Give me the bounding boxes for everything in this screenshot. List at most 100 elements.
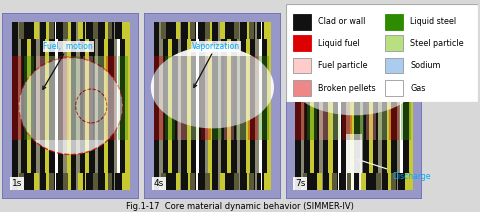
Bar	[114, 22, 117, 190]
Bar	[212, 22, 218, 190]
Bar	[125, 22, 130, 190]
Bar	[191, 173, 195, 190]
Bar	[323, 56, 328, 139]
Bar	[161, 173, 166, 190]
Bar	[55, 56, 58, 139]
Bar	[324, 22, 329, 39]
Bar	[205, 22, 210, 39]
Bar	[249, 173, 254, 190]
Bar	[168, 56, 172, 139]
Bar	[71, 173, 75, 190]
Bar	[63, 56, 67, 139]
Bar	[293, 35, 311, 51]
Bar	[98, 56, 104, 139]
Bar	[120, 56, 125, 139]
Bar	[176, 173, 180, 190]
Bar	[187, 56, 191, 139]
Bar	[347, 173, 351, 190]
Bar	[168, 173, 173, 190]
Bar	[350, 22, 354, 190]
Bar	[378, 22, 382, 190]
Bar	[154, 56, 164, 139]
Bar	[237, 56, 240, 139]
Bar	[177, 56, 187, 139]
Bar	[387, 56, 391, 139]
Bar	[369, 22, 372, 190]
Bar	[40, 22, 45, 190]
Bar	[187, 22, 191, 190]
Bar	[95, 56, 98, 139]
Bar	[154, 56, 159, 139]
Bar	[67, 22, 71, 190]
Bar	[389, 56, 399, 139]
Bar	[27, 173, 32, 190]
Text: Gas: Gas	[410, 84, 426, 93]
Bar	[63, 173, 68, 190]
Bar	[71, 56, 76, 139]
Bar	[76, 56, 80, 139]
Bar	[346, 134, 362, 190]
Bar	[400, 22, 403, 190]
Bar	[338, 22, 341, 190]
Bar	[191, 22, 196, 190]
Bar	[237, 22, 240, 190]
Bar	[71, 22, 75, 39]
Bar	[341, 22, 347, 190]
Text: Liquid steel: Liquid steel	[410, 17, 456, 26]
Bar	[115, 173, 120, 190]
Bar	[168, 22, 172, 190]
Bar	[378, 56, 382, 139]
Bar	[12, 22, 17, 190]
Bar	[218, 22, 221, 190]
Text: Steel particle: Steel particle	[410, 39, 464, 48]
Bar	[339, 173, 344, 190]
Bar	[249, 22, 254, 39]
Bar	[293, 80, 311, 96]
Bar	[63, 22, 68, 39]
Bar	[49, 22, 54, 39]
Bar	[172, 56, 178, 139]
Bar	[100, 22, 105, 39]
Bar	[55, 22, 58, 190]
Bar	[24, 56, 34, 139]
Bar	[17, 22, 21, 190]
Bar	[83, 56, 93, 139]
Bar	[341, 56, 347, 139]
Bar	[264, 173, 269, 190]
Bar	[36, 56, 46, 139]
Bar	[347, 22, 350, 190]
Bar	[78, 22, 83, 39]
Bar	[369, 56, 372, 139]
Bar	[31, 56, 36, 139]
Bar	[183, 173, 188, 190]
Bar	[360, 22, 363, 190]
Bar	[293, 58, 311, 74]
Bar	[154, 22, 159, 190]
Bar	[317, 173, 322, 190]
Bar	[227, 56, 231, 139]
Text: Fuel,  motion: Fuel, motion	[43, 42, 93, 89]
Bar	[354, 56, 364, 139]
Ellipse shape	[151, 46, 274, 128]
Bar	[220, 22, 225, 39]
Bar	[71, 22, 76, 190]
Bar	[98, 22, 104, 190]
Bar	[45, 22, 49, 190]
Bar	[212, 22, 217, 39]
Bar	[183, 22, 188, 39]
Bar	[350, 56, 354, 139]
Bar	[17, 56, 21, 139]
Bar	[236, 56, 246, 139]
Bar	[304, 56, 310, 139]
Bar	[12, 56, 22, 139]
Bar	[391, 173, 396, 190]
Bar	[85, 173, 90, 190]
Bar	[165, 56, 175, 139]
Bar	[76, 22, 80, 190]
Bar	[168, 22, 173, 39]
Bar	[372, 22, 378, 190]
Bar	[49, 173, 54, 190]
Bar	[361, 22, 366, 39]
Bar	[385, 80, 403, 96]
Bar	[408, 56, 413, 139]
